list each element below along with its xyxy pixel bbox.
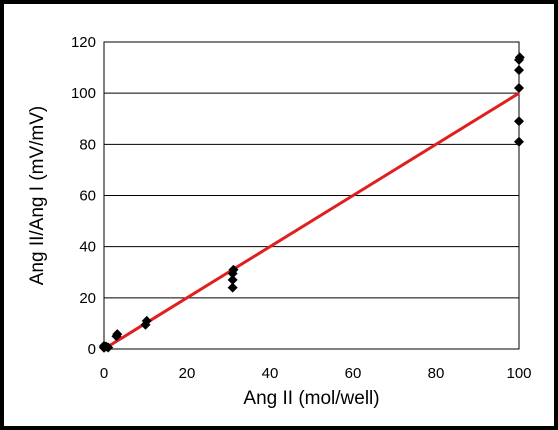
fit-line [103,91,520,351]
data-point-15 [514,83,524,94]
data-point-13 [514,136,524,147]
y-tick-40: 40 [79,239,96,256]
y-tick-60: 60 [79,188,96,205]
data-point-6 [112,329,123,340]
y-axis-label: Ang II/Ang I (mV/mV) [27,106,48,286]
fit-line-group [103,91,520,351]
x-tick-labels: 0 20 40 60 80 100 [100,365,532,382]
y-tick-20: 20 [79,290,96,307]
x-tick-80: 80 [428,365,445,382]
gridlines [104,92,519,299]
y-tick-80: 80 [79,136,96,153]
data-point-12 [228,264,239,275]
data-point-16 [514,65,524,76]
data-point-4 [103,342,114,353]
plot-area-border [103,41,520,350]
x-tick-60: 60 [345,365,362,382]
x-tick-100: 100 [506,365,531,382]
x-tick-40: 40 [262,365,279,382]
data-point-8 [141,315,152,326]
y-tick-100: 100 [71,85,96,102]
x-tick-20: 20 [179,365,196,382]
data-point-10 [227,274,238,285]
y-tick-0: 0 [88,341,96,358]
data-point-18 [514,52,525,63]
data-point-9 [227,282,238,293]
y-tick-labels: 0 20 40 60 80 100 120 [71,34,96,358]
data-point-14 [514,116,524,127]
x-axis-label: Ang II (mol/well) [243,388,379,409]
data-points [99,52,525,353]
x-tick-0: 0 [100,365,108,382]
y-tick-120: 120 [71,34,96,51]
